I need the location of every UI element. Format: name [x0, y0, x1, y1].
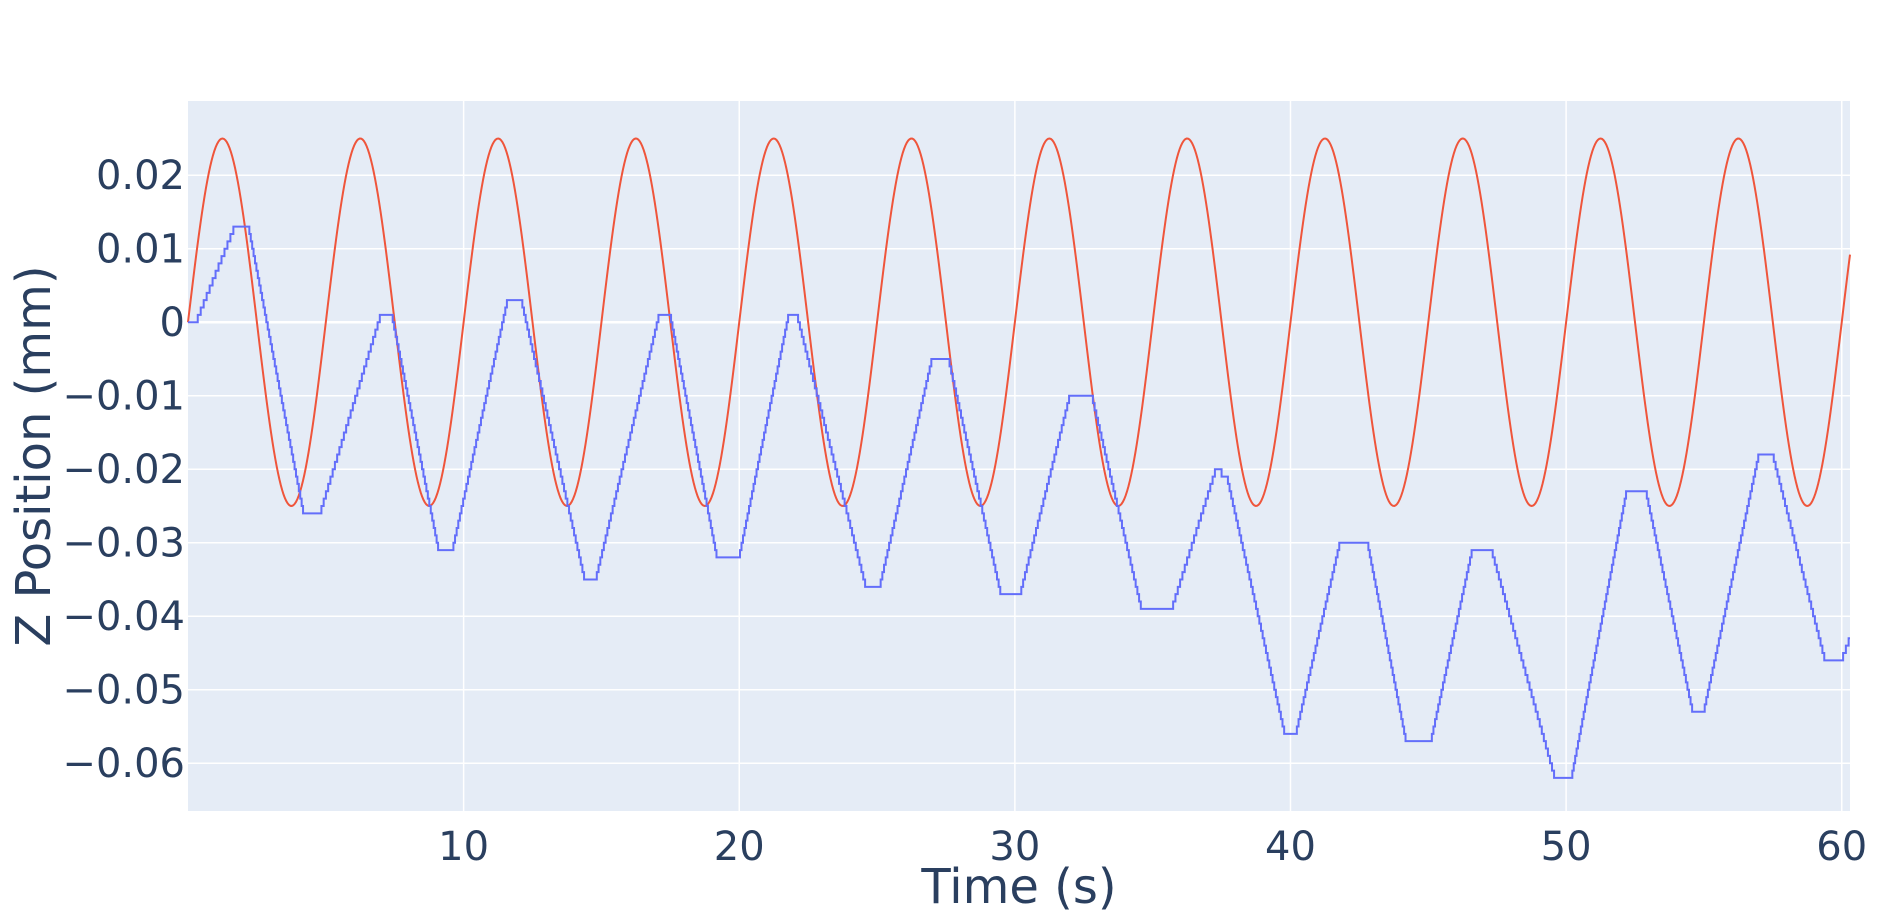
series-line-measured	[188, 225, 1850, 779]
tick-labels: 10 20 30 40 50 60 0.02 0.01 0 −0.01 −0.02 −0.03 −0.0…	[62, 153, 1867, 870]
x-tick-label: 20	[714, 824, 765, 870]
y-axis-title: Z Position (mm)	[6, 265, 62, 646]
x-axis-title: Time (s)	[920, 859, 1116, 911]
x-tick-label: 10	[438, 824, 489, 870]
y-tick-label: −0.06	[62, 741, 185, 787]
y-tick-label: −0.04	[62, 594, 185, 640]
x-tick-label: 30	[989, 824, 1040, 870]
y-tick-label: −0.02	[62, 447, 185, 493]
grid-lines	[188, 101, 1850, 811]
y-tick-label: −0.03	[62, 521, 185, 567]
plot-area	[188, 101, 1850, 811]
x-tick-label: 50	[1541, 824, 1592, 870]
x-tick-label: 60	[1816, 824, 1867, 870]
y-tick-label: 0	[160, 300, 185, 346]
y-tick-label: 0.01	[96, 227, 185, 273]
series-line-sine	[187, 137, 1851, 508]
series-layer	[187, 137, 1851, 779]
x-tick-label: 40	[1265, 824, 1316, 870]
y-tick-label: −0.01	[62, 374, 185, 420]
y-tick-label: −0.05	[62, 668, 185, 714]
y-tick-label: 0.02	[96, 153, 185, 199]
